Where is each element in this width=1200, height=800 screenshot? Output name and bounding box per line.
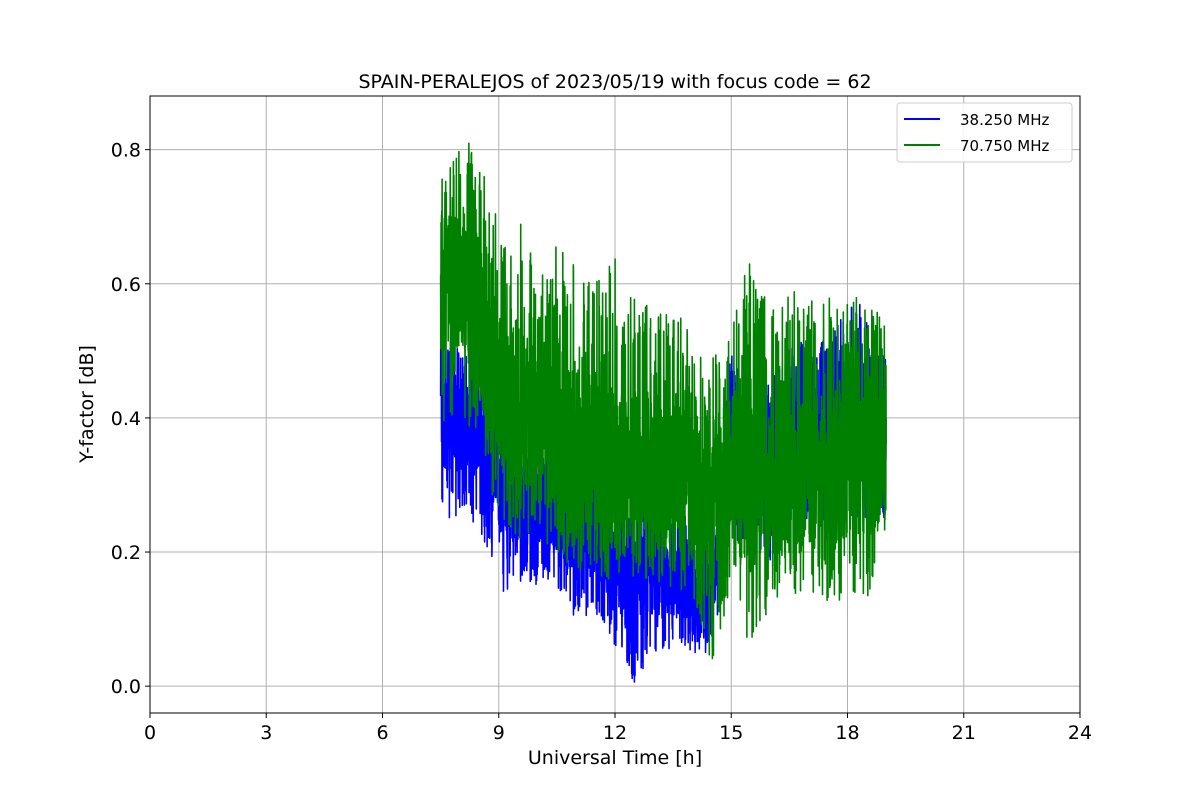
x-tick-label: 3	[260, 722, 272, 744]
y-tick-label: 0.6	[111, 274, 141, 296]
x-axis-label: Universal Time [h]	[528, 747, 702, 769]
x-tick-label: 21	[952, 722, 976, 744]
series-layer	[439, 142, 888, 683]
y-tick-label: 0.4	[111, 408, 141, 430]
x-tick-label: 6	[376, 722, 388, 744]
legend-box	[896, 102, 1073, 163]
y-tick-label: 0.0	[111, 676, 141, 698]
y-axis-label: Y-factor [dB]	[76, 345, 98, 464]
x-tick-label: 9	[493, 722, 505, 744]
y-tick-label: 0.8	[111, 140, 141, 162]
chart-title: SPAIN-PERALEJOS of 2023/05/19 with focus…	[358, 71, 871, 93]
x-tick-label: 18	[835, 722, 859, 744]
legend: 38.250 MHz 70.750 MHz	[896, 102, 1073, 163]
legend-label-70mhz: 70.750 MHz	[960, 137, 1049, 155]
x-tick-label: 12	[603, 722, 627, 744]
legend-label-38mhz: 38.250 MHz	[960, 111, 1049, 129]
y-tick-label: 0.2	[111, 542, 141, 564]
axis-ticks: 0 3 6 9 12 15 18 21 24 0.0 0.2 0.4 0.6 0.8	[111, 140, 1092, 744]
x-tick-label: 15	[719, 722, 743, 744]
x-tick-label: 0	[144, 722, 156, 744]
x-tick-label: 24	[1068, 722, 1092, 744]
series-70mhz-line	[439, 142, 888, 660]
